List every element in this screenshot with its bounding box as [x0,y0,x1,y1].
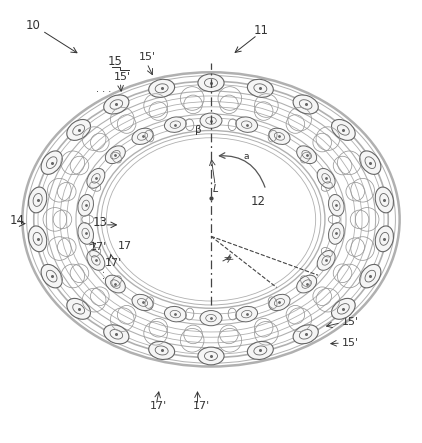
Ellipse shape [360,151,381,175]
Text: a: a [244,152,249,161]
Ellipse shape [149,79,175,97]
Text: 11: 11 [253,24,268,37]
Ellipse shape [200,311,222,326]
Ellipse shape [236,117,257,132]
Ellipse shape [87,251,105,270]
Text: 15': 15' [139,52,157,62]
Ellipse shape [360,264,381,288]
Ellipse shape [104,95,129,114]
Text: 15: 15 [108,55,122,68]
Ellipse shape [332,299,355,319]
Text: L: L [213,184,219,194]
Ellipse shape [106,275,125,293]
Ellipse shape [78,223,94,244]
Ellipse shape [104,325,129,344]
Text: 17': 17' [150,401,167,411]
Ellipse shape [67,299,90,319]
Ellipse shape [198,347,224,365]
Ellipse shape [328,194,344,216]
Ellipse shape [375,187,393,213]
Text: 14: 14 [9,214,24,227]
Text: · · ·: · · · [100,264,110,279]
Text: 17': 17' [90,242,107,252]
Ellipse shape [165,307,186,322]
Ellipse shape [328,223,344,244]
Text: · · ·: · · · [96,87,111,97]
Ellipse shape [375,226,393,252]
Ellipse shape [236,307,257,322]
Ellipse shape [293,325,318,344]
Ellipse shape [87,168,105,188]
Text: β: β [195,125,202,135]
Ellipse shape [200,113,222,128]
Ellipse shape [29,187,47,213]
Ellipse shape [317,168,335,188]
Text: 12: 12 [251,194,266,208]
Ellipse shape [132,294,153,311]
Ellipse shape [29,226,47,252]
Text: 15': 15' [114,72,131,82]
Ellipse shape [165,117,186,132]
Text: 17': 17' [105,258,122,268]
Ellipse shape [317,251,335,270]
Ellipse shape [41,151,62,175]
Ellipse shape [269,294,290,311]
Text: 13: 13 [93,216,108,229]
Text: 15': 15' [342,317,359,327]
Ellipse shape [149,342,175,359]
Text: 17: 17 [118,241,132,251]
Ellipse shape [297,146,316,163]
Ellipse shape [247,342,273,359]
Ellipse shape [67,120,90,140]
Ellipse shape [269,128,290,144]
Ellipse shape [247,79,273,97]
Text: 17': 17' [193,401,211,411]
Ellipse shape [41,264,62,288]
Text: 10: 10 [25,19,40,32]
Ellipse shape [198,74,224,92]
Ellipse shape [132,128,153,144]
Ellipse shape [297,275,316,293]
Text: 15': 15' [342,338,359,348]
Ellipse shape [332,120,355,140]
Ellipse shape [293,95,318,114]
Ellipse shape [106,146,125,163]
Ellipse shape [78,194,94,216]
